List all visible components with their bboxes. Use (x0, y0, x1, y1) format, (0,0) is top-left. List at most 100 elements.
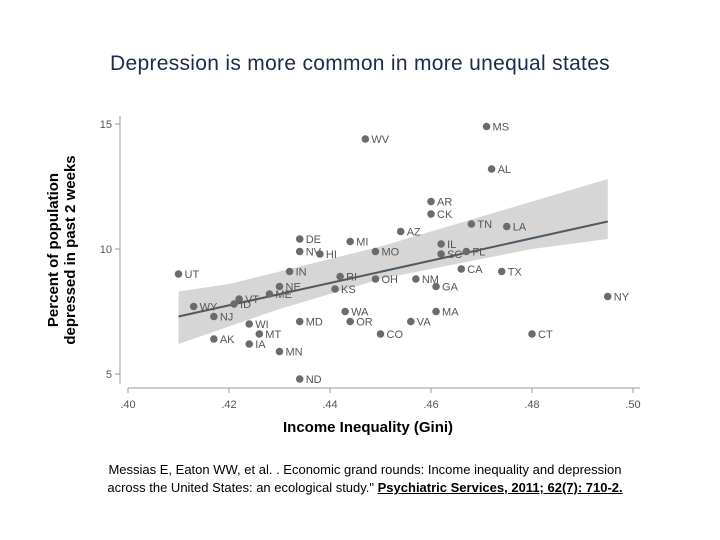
data-point-id (230, 300, 238, 308)
point-label-ms: MS (493, 122, 510, 134)
point-label-tn: TN (477, 219, 492, 231)
data-point-nj (210, 312, 218, 321)
citation-source: Psychiatric Services, 2011; 62(7): 710-2… (377, 480, 623, 495)
point-label-wa: WA (351, 307, 369, 319)
point-label-wv: WV (371, 134, 389, 146)
data-point-hi (316, 250, 324, 258)
point-label-vt: VT (245, 294, 259, 306)
x-axis-label: Income Inequality (Gini) (283, 419, 454, 436)
point-label-ny: NY (614, 292, 630, 304)
data-point-md (295, 317, 304, 326)
data-point-mt (255, 330, 264, 338)
point-label-or: OR (356, 317, 373, 329)
point-label-de: DE (306, 234, 321, 246)
data-point-ma (432, 307, 440, 316)
data-point-ga (432, 282, 440, 291)
y-tick-label: 15 (100, 119, 112, 131)
point-label-il: IL (447, 239, 456, 251)
data-point-ar (427, 197, 435, 206)
data-point-ct (528, 330, 536, 338)
data-point-tn (467, 220, 476, 228)
point-label-al: AL (498, 164, 511, 176)
x-tick-label: .44 (322, 399, 337, 411)
point-label-md: MD (306, 317, 323, 329)
point-label-ck: CK (437, 209, 453, 221)
point-label-me: ME (275, 289, 292, 301)
data-point-nd (295, 375, 304, 383)
data-point-nv (295, 247, 304, 256)
y-tick-label: 5 (106, 369, 112, 381)
point-label-hi: HI (326, 249, 337, 261)
point-label-az: AZ (407, 227, 421, 239)
data-point-ri (336, 272, 344, 281)
data-point-wi (245, 320, 253, 328)
point-label-ne: NE (286, 282, 301, 294)
x-tick-label: .42 (221, 399, 236, 411)
data-point-vt (235, 295, 243, 303)
data-point-ut (174, 270, 183, 278)
confidence-band (178, 179, 608, 344)
x-tick-label: .50 (625, 399, 640, 411)
point-label-ak: AK (220, 334, 235, 346)
point-label-mi: MI (356, 237, 368, 249)
data-point-de (295, 235, 304, 243)
point-label-ar: AR (437, 197, 452, 209)
point-label-ca: CA (467, 264, 483, 276)
point-label-ut: UT (185, 269, 200, 281)
data-point-mi (346, 237, 355, 246)
point-label-ga: GA (442, 282, 459, 294)
point-label-tx: TX (508, 267, 523, 279)
x-tick-label: .46 (423, 399, 438, 411)
data-point-ks (331, 285, 339, 293)
point-label-ia: IA (255, 339, 266, 351)
fit-line (178, 220, 608, 318)
data-point-il (437, 240, 445, 248)
citation-line2-prefix: across the United States: an ecological … (107, 480, 378, 495)
data-point-fl (462, 247, 471, 256)
citation: Messias E, Eaton WW, et al. . Economic g… (40, 461, 690, 497)
citation-line1: Messias E, Eaton WW, et al. . Economic g… (108, 462, 622, 477)
data-point-tx (497, 267, 506, 276)
point-label-ma: MA (442, 307, 459, 319)
data-point-mo (371, 247, 380, 256)
y-axis-label-line2: depressed in past 2 weeks (62, 155, 79, 344)
data-point-ne (275, 282, 284, 291)
data-point-wa (341, 307, 349, 316)
data-point-az (396, 227, 405, 236)
data-point-oh (371, 275, 380, 283)
point-label-nd: ND (306, 374, 322, 386)
data-point-ia (245, 340, 253, 348)
x-tick-label: .40 (120, 399, 135, 411)
point-label-fl: FL (472, 247, 485, 259)
point-label-id: ID (240, 299, 251, 311)
point-label-wi: WI (255, 319, 268, 331)
x-tick-label: .48 (524, 399, 539, 411)
data-point-ck (427, 210, 435, 218)
point-label-co: CO (387, 329, 404, 341)
point-label-nj: NJ (220, 312, 233, 324)
chart-title: Depression is more common in more unequa… (110, 52, 610, 75)
point-label-la: LA (513, 222, 527, 234)
y-axis-label: Percent of population depressed in past … (42, 100, 92, 400)
point-label-mo: MO (381, 247, 399, 259)
point-label-wy: WY (200, 302, 218, 314)
point-label-ks: KS (341, 284, 356, 296)
point-label-sc: SC (447, 249, 462, 261)
data-point-nm (412, 275, 420, 283)
point-label-mn: MN (286, 347, 303, 359)
data-point-or (346, 317, 355, 326)
point-label-in: IN (296, 267, 307, 279)
point-label-ct: CT (538, 329, 553, 341)
data-point-ak (210, 335, 218, 343)
data-point-co (376, 330, 385, 338)
point-label-oh: OH (381, 274, 398, 286)
data-point-ms (482, 122, 491, 131)
point-label-mt: MT (265, 329, 281, 341)
y-axis-label-line1: Percent of population (45, 173, 62, 327)
point-label-ri: RI (346, 272, 357, 284)
data-point-va (407, 317, 415, 326)
data-point-ny (603, 292, 612, 301)
point-label-va: VA (417, 317, 432, 329)
data-point-al (487, 165, 496, 173)
